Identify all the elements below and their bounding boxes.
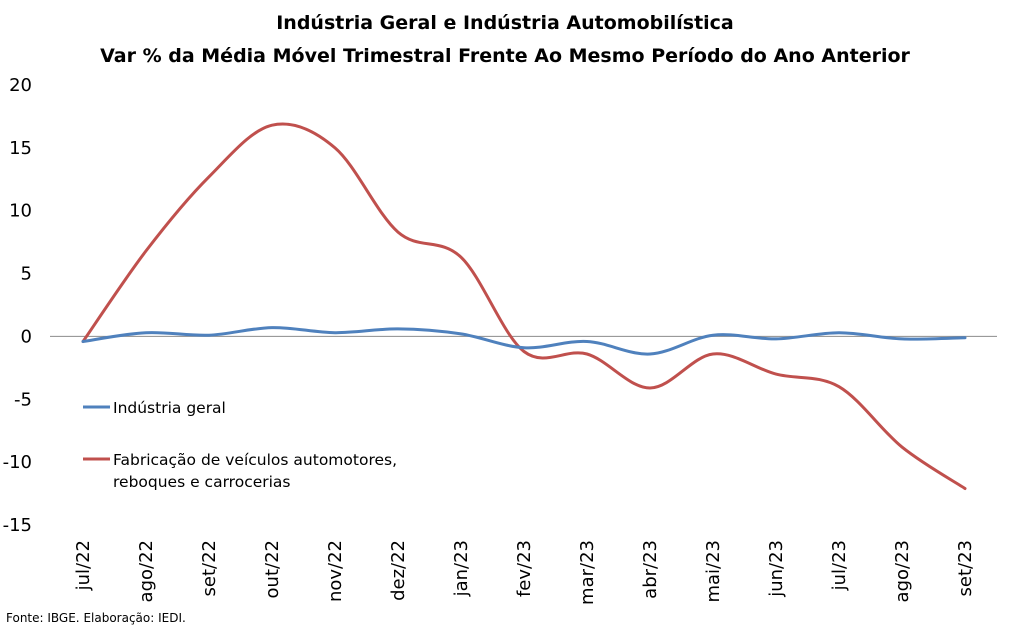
x-tick-label: out/22 xyxy=(262,540,283,598)
x-tick-label: dez/22 xyxy=(388,540,409,601)
y-tick-label: 15 xyxy=(9,138,32,159)
y-tick-label: 5 xyxy=(21,264,32,285)
y-tick-label: -5 xyxy=(14,389,32,410)
x-tick-label: set/23 xyxy=(955,540,976,596)
x-tick-label: nov/22 xyxy=(325,540,346,602)
x-tick-label: ago/23 xyxy=(892,540,913,602)
chart-title: Indústria Geral e Indústria Automobilíst… xyxy=(276,12,734,34)
x-tick-label: ago/22 xyxy=(136,540,157,602)
x-tick-label: mai/23 xyxy=(703,540,724,603)
x-tick-label: set/22 xyxy=(199,540,220,596)
x-tick-label: jul/22 xyxy=(73,540,94,591)
y-tick-label: 20 xyxy=(9,75,32,96)
y-tick-label: 0 xyxy=(21,326,32,347)
chart-subtitle: Var % da Média Móvel Trimestral Frente A… xyxy=(100,45,910,67)
series-lines xyxy=(81,122,967,490)
x-tick-label: jun/23 xyxy=(766,540,787,598)
x-tick-label: jan/23 xyxy=(451,540,472,597)
x-tick-label: jul/23 xyxy=(829,540,850,591)
x-tick-label: abr/23 xyxy=(640,540,661,599)
legend-label-veiculos: Fabricação de veículos automotores, xyxy=(113,451,397,469)
series-line-veiculos xyxy=(81,122,967,490)
x-tick-label: mar/23 xyxy=(577,540,598,605)
legend-label-industria-geral: Indústria geral xyxy=(113,399,226,417)
source-note: Fonte: IBGE. Elaboração: IEDI. xyxy=(6,611,186,625)
series-line-industria-geral xyxy=(81,326,967,356)
y-axis: 20 15 10 5 0 -5 -10 -15 xyxy=(3,75,32,536)
x-tick-label: fev/23 xyxy=(514,540,535,597)
y-tick-label: -10 xyxy=(3,452,32,473)
x-axis: jul/22 ago/22 set/22 out/22 nov/22 dez/22 jan/… xyxy=(73,540,976,605)
legend-label-veiculos: reboques e carrocerias xyxy=(113,473,291,491)
legend: Indústria geral Fabricação de veículos au… xyxy=(83,399,397,491)
y-tick-label: -15 xyxy=(3,515,32,536)
y-tick-label: 10 xyxy=(9,201,32,222)
